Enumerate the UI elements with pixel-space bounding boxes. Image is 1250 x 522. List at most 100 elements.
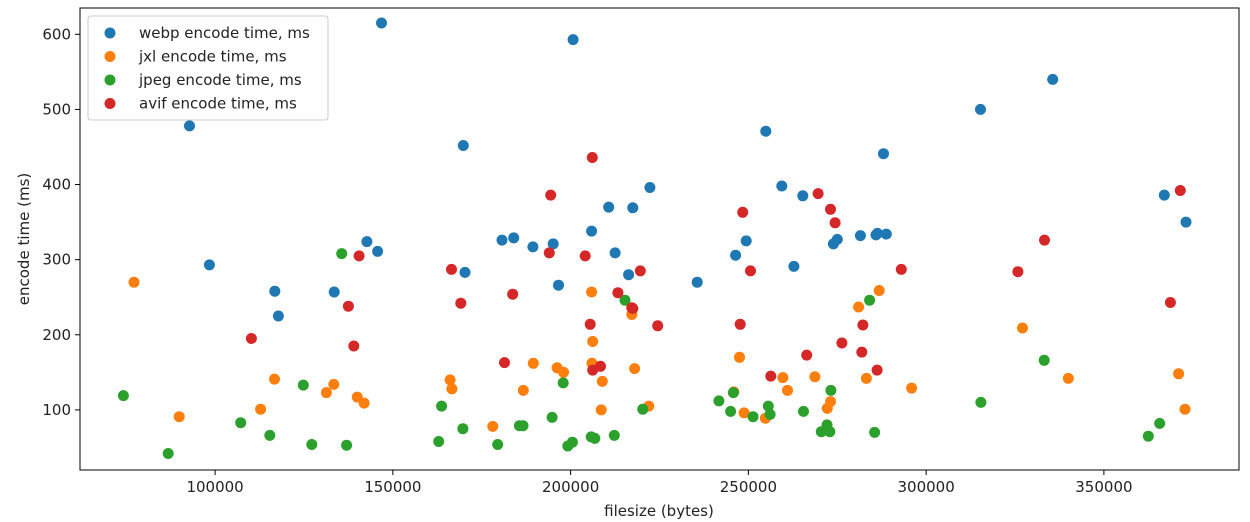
- legend-marker-3: [104, 98, 116, 109]
- series-1-point-8: [444, 374, 456, 386]
- series-0-point-31: [854, 230, 866, 242]
- series-1-point-31: [825, 396, 836, 408]
- series-1-point-38: [1173, 368, 1185, 380]
- series-0-point-4: [328, 286, 340, 298]
- series-3-point-34: [1039, 234, 1050, 246]
- series-3-point-14: [595, 360, 606, 372]
- x-axis-label: filesize (bytes): [604, 502, 714, 520]
- series-0-point-33: [871, 227, 883, 239]
- series-3-point-33: [1012, 266, 1024, 278]
- series-3-point-32: [895, 263, 907, 275]
- series-0-point-22: [691, 276, 703, 288]
- series-1-point-18: [595, 404, 607, 416]
- series-2-point-8: [433, 436, 445, 447]
- series-3-point-21: [737, 206, 749, 218]
- series-2-point-13: [517, 420, 529, 432]
- series-0-point-18: [609, 247, 621, 259]
- legend-marker-1: [104, 51, 116, 62]
- x-tick-label-2: 200000: [542, 478, 599, 496]
- series-2-point-21: [619, 294, 631, 306]
- series-2-point-37: [1038, 354, 1050, 366]
- series-2-point-9: [436, 400, 448, 412]
- series-1-point-28: [782, 384, 793, 396]
- series-2-point-15: [557, 377, 569, 389]
- series-3-point-26: [825, 203, 836, 215]
- series-0-point-24: [740, 235, 752, 247]
- series-0-point-8: [457, 140, 469, 151]
- series-2-point-1: [162, 448, 174, 459]
- series-1-point-39: [1179, 403, 1191, 415]
- series-2-point-3: [264, 429, 276, 441]
- legend-label-1: jxl encode time, ms: [138, 48, 287, 66]
- series-0-point-0: [184, 120, 195, 132]
- series-0-point-7: [376, 17, 387, 29]
- series-3-point-11: [584, 318, 596, 330]
- series-1-point-29: [809, 371, 821, 383]
- series-0-point-37: [1047, 73, 1059, 85]
- series-3-point-22: [745, 265, 756, 277]
- series-0-point-19: [623, 269, 635, 281]
- series-0-point-14: [553, 279, 564, 291]
- series-1-point-19: [596, 375, 608, 387]
- series-1-point-14: [558, 366, 569, 378]
- series-1-point-33: [860, 372, 872, 384]
- series-2-point-36: [975, 396, 987, 408]
- series-0-point-28: [797, 190, 809, 202]
- series-1-point-4: [320, 387, 332, 399]
- y-tick-label-3: 400: [42, 176, 71, 194]
- series-3-point-8: [543, 247, 555, 259]
- series-3-point-9: [545, 189, 557, 201]
- series-0-point-20: [627, 202, 639, 214]
- series-3-point-27: [829, 217, 841, 229]
- x-tick-label-0: 100000: [186, 478, 243, 496]
- series-3-point-3: [353, 250, 365, 262]
- series-2-point-17: [566, 436, 578, 448]
- y-tick-label-1: 200: [42, 326, 71, 344]
- series-1-point-1: [173, 411, 185, 423]
- series-0-point-2: [269, 285, 281, 297]
- series-3-point-20: [734, 318, 746, 330]
- series-1-point-35: [906, 382, 918, 394]
- series-2-point-7: [341, 439, 353, 451]
- series-1-point-15: [586, 286, 598, 298]
- series-0-point-17: [603, 201, 615, 213]
- series-1-point-17: [587, 336, 599, 347]
- y-tick-label-5: 600: [42, 25, 71, 43]
- y-tick-label-4: 500: [42, 100, 71, 118]
- series-0-point-38: [1158, 189, 1170, 201]
- series-2-point-34: [864, 294, 876, 306]
- series-3-point-0: [245, 333, 257, 344]
- x-tick-label-3: 250000: [720, 478, 777, 496]
- y-tick-label-0: 100: [42, 401, 71, 419]
- series-1-point-7: [358, 397, 370, 409]
- series-3-point-10: [579, 250, 591, 262]
- series-3-point-1: [342, 300, 354, 312]
- series-2-point-20: [608, 429, 620, 441]
- series-1-point-37: [1062, 372, 1074, 384]
- series-0-point-27: [788, 260, 800, 272]
- series-2-point-25: [727, 387, 739, 399]
- series-2-point-39: [1154, 417, 1166, 429]
- legend-box: [87, 15, 329, 121]
- series-3-point-4: [446, 263, 457, 275]
- series-3-point-17: [627, 303, 639, 314]
- series-2-point-2: [235, 417, 247, 429]
- series-2-point-19: [589, 432, 601, 444]
- series-0-point-36: [975, 103, 986, 115]
- legend-label-3: avif encode time, ms: [139, 95, 297, 113]
- series-1-point-12: [527, 357, 539, 369]
- legend: webp encode time, ms jxl encode time, ms j…: [87, 15, 329, 121]
- series-3-point-2: [348, 340, 360, 352]
- series-3-point-19: [652, 320, 664, 332]
- series-1-point-27: [777, 372, 789, 384]
- series-0-point-15: [567, 34, 579, 46]
- series-3-point-28: [836, 337, 848, 349]
- series-0-point-6: [372, 245, 384, 257]
- series-3-point-30: [857, 319, 869, 331]
- series-2-point-38: [1142, 430, 1154, 442]
- series-0-point-13: [547, 238, 559, 250]
- y-tick-label-2: 300: [42, 251, 71, 269]
- series-0-point-25: [760, 125, 772, 137]
- series-2-point-0: [117, 390, 129, 402]
